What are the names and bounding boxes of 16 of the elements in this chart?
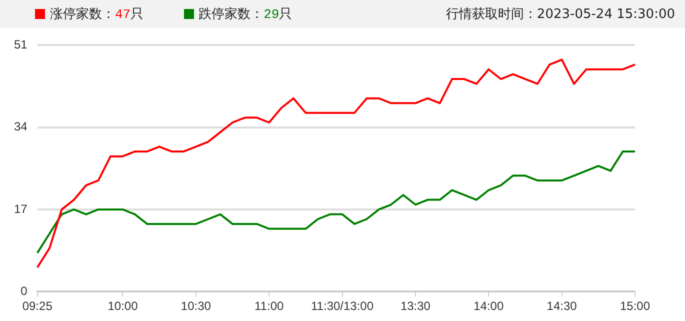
x-tick-label: 14:00 [474, 299, 504, 314]
y-tick-label: 34 [14, 120, 28, 134]
legend-label: 涨停家数：47只 [50, 7, 144, 22]
x-tick-label: 15:00 [620, 299, 650, 314]
y-tick-label: 51 [14, 38, 28, 52]
y-tick-label: 0 [20, 284, 28, 298]
x-tick-label: 09:25 [22, 299, 53, 314]
x-tick-label: 11:00 [254, 299, 284, 314]
chart-subtitle: 行情获取时间：2023-05-24 15:30:00 [446, 6, 675, 23]
y-tick-label: 17 [14, 202, 28, 216]
x-tick-label: 14:30 [546, 299, 578, 314]
x-tick-label: 13:30 [400, 299, 431, 314]
x-tick-label: 10:30 [180, 299, 212, 314]
x-tick-label: 11:30/13:00 [311, 299, 374, 314]
x-tick-label: 10:00 [108, 299, 138, 314]
legend-label: 跌停家数：29只 [198, 7, 292, 22]
